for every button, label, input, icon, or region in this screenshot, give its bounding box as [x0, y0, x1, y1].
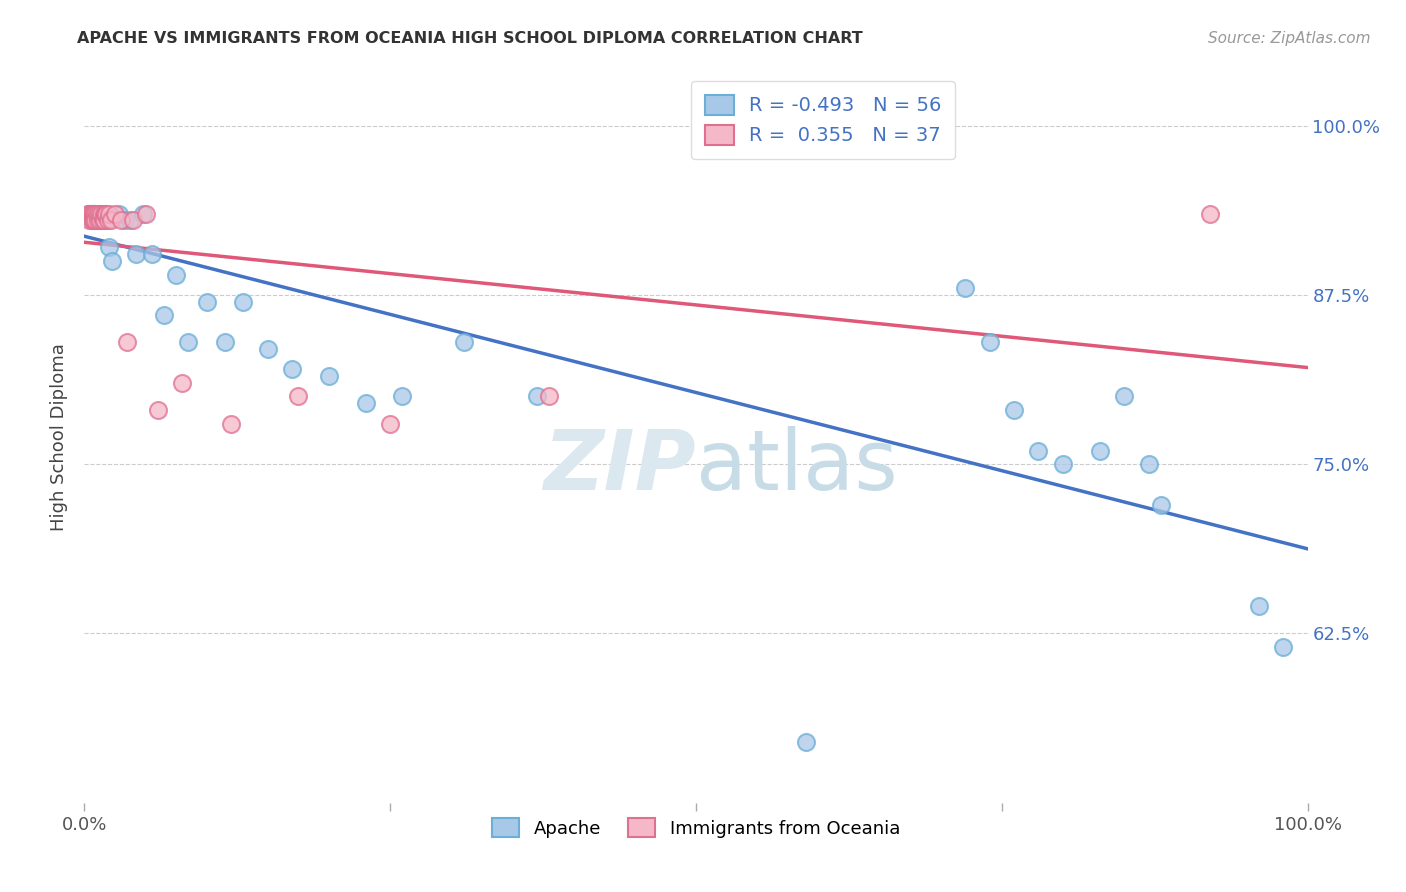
Point: [91, 213, 114, 227]
Text: atlas: atlas: [696, 425, 897, 507]
Point: [1114, 389, 1136, 403]
Point: [177, 335, 200, 350]
Point: [80, 206, 103, 220]
Point: [83, 206, 105, 220]
Point: [318, 369, 340, 384]
Point: [135, 206, 157, 220]
Point: [195, 294, 218, 309]
Point: [82, 213, 104, 227]
Point: [281, 362, 304, 376]
Point: [1028, 443, 1050, 458]
Point: [100, 213, 122, 227]
Point: [82, 206, 104, 220]
Point: [87, 206, 110, 220]
Point: [118, 213, 141, 227]
Point: [90, 206, 112, 220]
Point: [89, 213, 111, 227]
Point: [1002, 403, 1025, 417]
Text: APACHE VS IMMIGRANTS FROM OCEANIA HIGH SCHOOL DIPLOMA CORRELATION CHART: APACHE VS IMMIGRANTS FROM OCEANIA HIGH S…: [77, 31, 863, 46]
Point: [96, 206, 118, 220]
Point: [794, 735, 817, 749]
Point: [97, 213, 120, 227]
Point: [146, 403, 169, 417]
Point: [153, 308, 176, 322]
Point: [93, 213, 115, 227]
Point: [354, 396, 377, 410]
Point: [77, 206, 100, 220]
Point: [84, 213, 107, 227]
Point: [380, 417, 402, 431]
Point: [90, 206, 112, 220]
Point: [82, 206, 104, 220]
Point: [93, 206, 115, 220]
Point: [122, 213, 145, 227]
Point: [232, 294, 254, 309]
Point: [79, 206, 101, 220]
Point: [1088, 443, 1111, 458]
Point: [1247, 599, 1270, 614]
Point: [83, 206, 105, 220]
Point: [86, 206, 108, 220]
Point: [110, 213, 132, 227]
Text: Source: ZipAtlas.com: Source: ZipAtlas.com: [1208, 31, 1371, 46]
Point: [172, 376, 194, 390]
Point: [1052, 457, 1074, 471]
Point: [141, 247, 163, 261]
Point: [87, 213, 110, 227]
Point: [114, 213, 136, 227]
Point: [82, 206, 104, 220]
Point: [979, 335, 1001, 350]
Point: [84, 206, 107, 220]
Point: [79, 206, 101, 220]
Point: [80, 206, 103, 220]
Point: [1150, 498, 1173, 512]
Point: [77, 213, 100, 227]
Point: [87, 206, 110, 220]
Point: [97, 240, 120, 254]
Point: [219, 417, 242, 431]
Point: [86, 213, 108, 227]
Point: [391, 389, 413, 403]
Point: [132, 206, 155, 220]
Point: [165, 268, 187, 282]
Point: [80, 213, 103, 227]
Point: [125, 247, 148, 261]
Point: [953, 281, 976, 295]
Point: [91, 213, 114, 227]
Point: [287, 389, 309, 403]
Point: [1198, 206, 1220, 220]
Point: [101, 254, 124, 268]
Point: [84, 206, 107, 220]
Point: [84, 213, 107, 227]
Point: [526, 389, 548, 403]
Point: [89, 213, 111, 227]
Point: [97, 206, 120, 220]
Point: [77, 206, 100, 220]
Point: [80, 213, 103, 227]
Point: [77, 206, 100, 220]
Point: [83, 213, 105, 227]
Text: ZIP: ZIP: [543, 425, 696, 507]
Point: [86, 206, 108, 220]
Point: [79, 206, 101, 220]
Point: [79, 206, 101, 220]
Point: [257, 342, 280, 356]
Point: [96, 213, 118, 227]
Y-axis label: High School Diploma: High School Diploma: [51, 343, 69, 531]
Point: [1272, 640, 1295, 654]
Point: [83, 213, 105, 227]
Point: [93, 206, 115, 220]
Point: [538, 389, 561, 403]
Legend: Apache, Immigrants from Oceania: Apache, Immigrants from Oceania: [485, 811, 907, 845]
Point: [1137, 457, 1160, 471]
Point: [104, 206, 127, 220]
Point: [214, 335, 236, 350]
Point: [453, 335, 475, 350]
Point: [94, 206, 117, 220]
Point: [87, 213, 110, 227]
Point: [87, 213, 110, 227]
Point: [82, 213, 104, 227]
Point: [107, 206, 129, 220]
Point: [115, 335, 138, 350]
